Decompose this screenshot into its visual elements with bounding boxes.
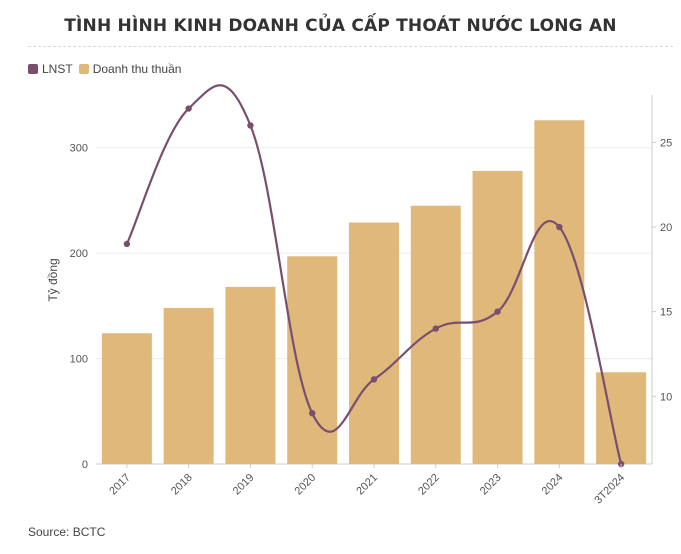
y-left-tick-label: 100: [70, 354, 88, 366]
y-left-tick-label: 0: [82, 459, 88, 471]
legend-swatch-revenue: [78, 64, 89, 74]
x-tick-label: 2023: [478, 472, 504, 498]
x-tick-label: 2022: [416, 472, 442, 498]
x-tick-label: 2019: [231, 472, 257, 498]
bar-2017[interactable]: [101, 333, 152, 464]
x-tick-label: 2018: [169, 472, 195, 498]
lnst-point-2018[interactable]: [185, 105, 192, 112]
y-right-tick-label: 20: [660, 222, 672, 234]
y-left-tick-label: 300: [70, 143, 88, 155]
bar-2020[interactable]: [287, 256, 338, 464]
bar-2022[interactable]: [410, 205, 461, 464]
x-tick-label: 3T2024: [592, 472, 627, 507]
lnst-point-2017[interactable]: [123, 240, 131, 248]
lnst-point-2019[interactable]: [247, 122, 254, 129]
bar-2024[interactable]: [534, 120, 585, 464]
bar-2019[interactable]: [225, 286, 276, 464]
y-right-tick-label: 15: [660, 307, 672, 319]
legend: LNST Doanh thu thuần: [28, 62, 187, 76]
lnst-point-2023[interactable]: [494, 308, 501, 315]
legend-label-revenue: Doanh thu thuần: [92, 62, 182, 76]
legend-item-lnst[interactable]: LNST: [28, 62, 73, 76]
y-axis-label: Tỷ đồng: [46, 258, 60, 301]
x-tick-label: 2020: [293, 472, 319, 498]
y-right-tick-label: 10: [660, 391, 672, 403]
x-tick-label: 2021: [354, 472, 380, 498]
bar-2018[interactable]: [163, 307, 214, 464]
lnst-line: [125, 84, 623, 465]
legend-label-lnst: LNST: [42, 62, 73, 76]
x-tick-label: 2017: [107, 472, 133, 498]
lnst-point-2021[interactable]: [370, 376, 378, 383]
source-note: Source: BCTC: [28, 525, 106, 539]
legend-item-revenue[interactable]: Doanh thu thuần: [78, 62, 182, 76]
lnst-point-2022[interactable]: [432, 325, 439, 332]
bar-2023[interactable]: [472, 170, 523, 464]
lnst-point-2024[interactable]: [556, 223, 563, 231]
legend-swatch-lnst: [28, 64, 38, 74]
lnst-point-2020[interactable]: [309, 410, 316, 417]
bar-2021[interactable]: [349, 222, 399, 464]
chart-title: TÌNH HÌNH KINH DOANH CỦA CẤP THOÁT NƯỚC …: [64, 16, 617, 36]
x-tick-label: 2024: [540, 472, 566, 498]
title-divider: [28, 46, 673, 47]
y-left-tick-label: 200: [70, 248, 88, 260]
y-right-tick-label: 25: [660, 137, 672, 149]
